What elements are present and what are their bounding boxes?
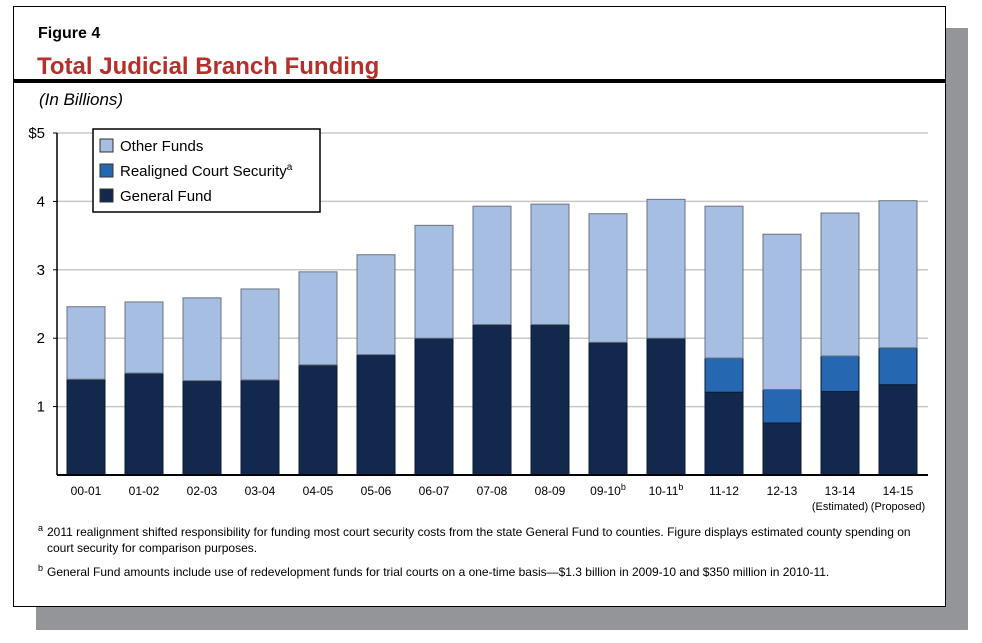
bar-realigned-court-security [762,389,802,424]
x-tick-label: 08-09 [535,484,566,498]
footnote-a: a 2011 realignment shifted responsibility… [38,523,927,556]
x-tick-sublabel: (Estimated) [812,501,868,513]
x-tick-label: 07-08 [477,484,508,498]
bar-other-funds [356,254,396,356]
bar-other-funds [820,212,860,357]
legend-label: General Fund [120,188,212,205]
bar-general-fund [298,364,338,476]
x-tick-label: 06-07 [419,484,450,498]
figure-label: Figure 4 [38,25,101,42]
bar-general-fund [356,354,396,476]
bar-other-funds [182,297,222,382]
bar-general-fund [66,378,106,476]
bar-other-funds [414,224,454,339]
legend-swatch-general-fund [99,188,114,203]
bar-general-fund [646,337,686,476]
footnote-text: General Fund amounts include use of rede… [47,565,830,579]
bar-realigned-court-security [820,355,860,393]
legend-label: Other Funds [120,138,203,155]
y-tick-label: $5 [28,125,45,142]
bar-general-fund [182,380,222,476]
x-tick-label: 12-13 [767,484,798,498]
bar-other-funds [704,205,744,359]
bar-general-fund [124,372,164,476]
legend-box [92,128,321,213]
units-label: (In Billions) [39,90,124,109]
footnote-text: 2011 realignment shifted responsibility … [47,525,911,555]
x-tick-label: 14-15 [883,484,914,498]
bar-general-fund [762,422,802,476]
bar-other-funds [646,198,686,339]
bar-other-funds [472,205,512,326]
bar-realigned-court-security [878,347,918,386]
x-tick-label: 04-05 [303,484,334,498]
header-divider [14,79,945,83]
x-tick-label: 00-01 [71,484,102,498]
bar-other-funds [66,306,106,380]
bar-other-funds [124,301,164,374]
bar-general-fund [530,324,570,476]
x-tick-label: 11-12 [709,484,739,498]
legend-swatch-other-funds [99,138,114,153]
x-tick-label: 03-04 [245,484,276,498]
x-tick-label: 01-02 [129,484,160,498]
bar-general-fund [704,391,744,476]
bar-other-funds [588,213,628,343]
x-tick-sublabel: (Proposed) [871,501,925,513]
legend-label: Realigned Court Securitya [120,162,293,180]
bar-other-funds [530,203,570,326]
x-tick-label: 02-03 [187,484,218,498]
footnote-b: b General Fund amounts include use of red… [38,563,927,580]
bar-general-fund [472,324,512,476]
y-tick-label: 1 [37,399,45,416]
bar-general-fund [878,384,918,476]
y-tick-label: 4 [37,193,45,210]
bar-general-fund [820,391,860,476]
x-tick-label: 10-11b [649,482,684,498]
bar-realigned-court-security [704,357,744,393]
bar-general-fund [414,337,454,476]
legend-swatch-realigned-court-security [99,163,114,178]
y-tick-label: 2 [37,330,45,347]
y-tick-label: 3 [37,262,45,279]
figure-title: Total Judicial Branch Funding [37,53,380,80]
bar-general-fund [588,341,628,476]
footnote-marker: b [38,563,44,573]
x-tick-label: 09-10b [590,482,626,498]
bar-other-funds [240,288,280,381]
bar-other-funds [762,233,802,390]
bar-general-fund [240,379,280,476]
bar-other-funds [878,200,918,349]
footnote-marker: a [38,523,44,533]
bar-other-funds [298,271,338,366]
x-tick-label: 13-14 [825,484,856,498]
x-tick-label: 05-06 [361,484,392,498]
